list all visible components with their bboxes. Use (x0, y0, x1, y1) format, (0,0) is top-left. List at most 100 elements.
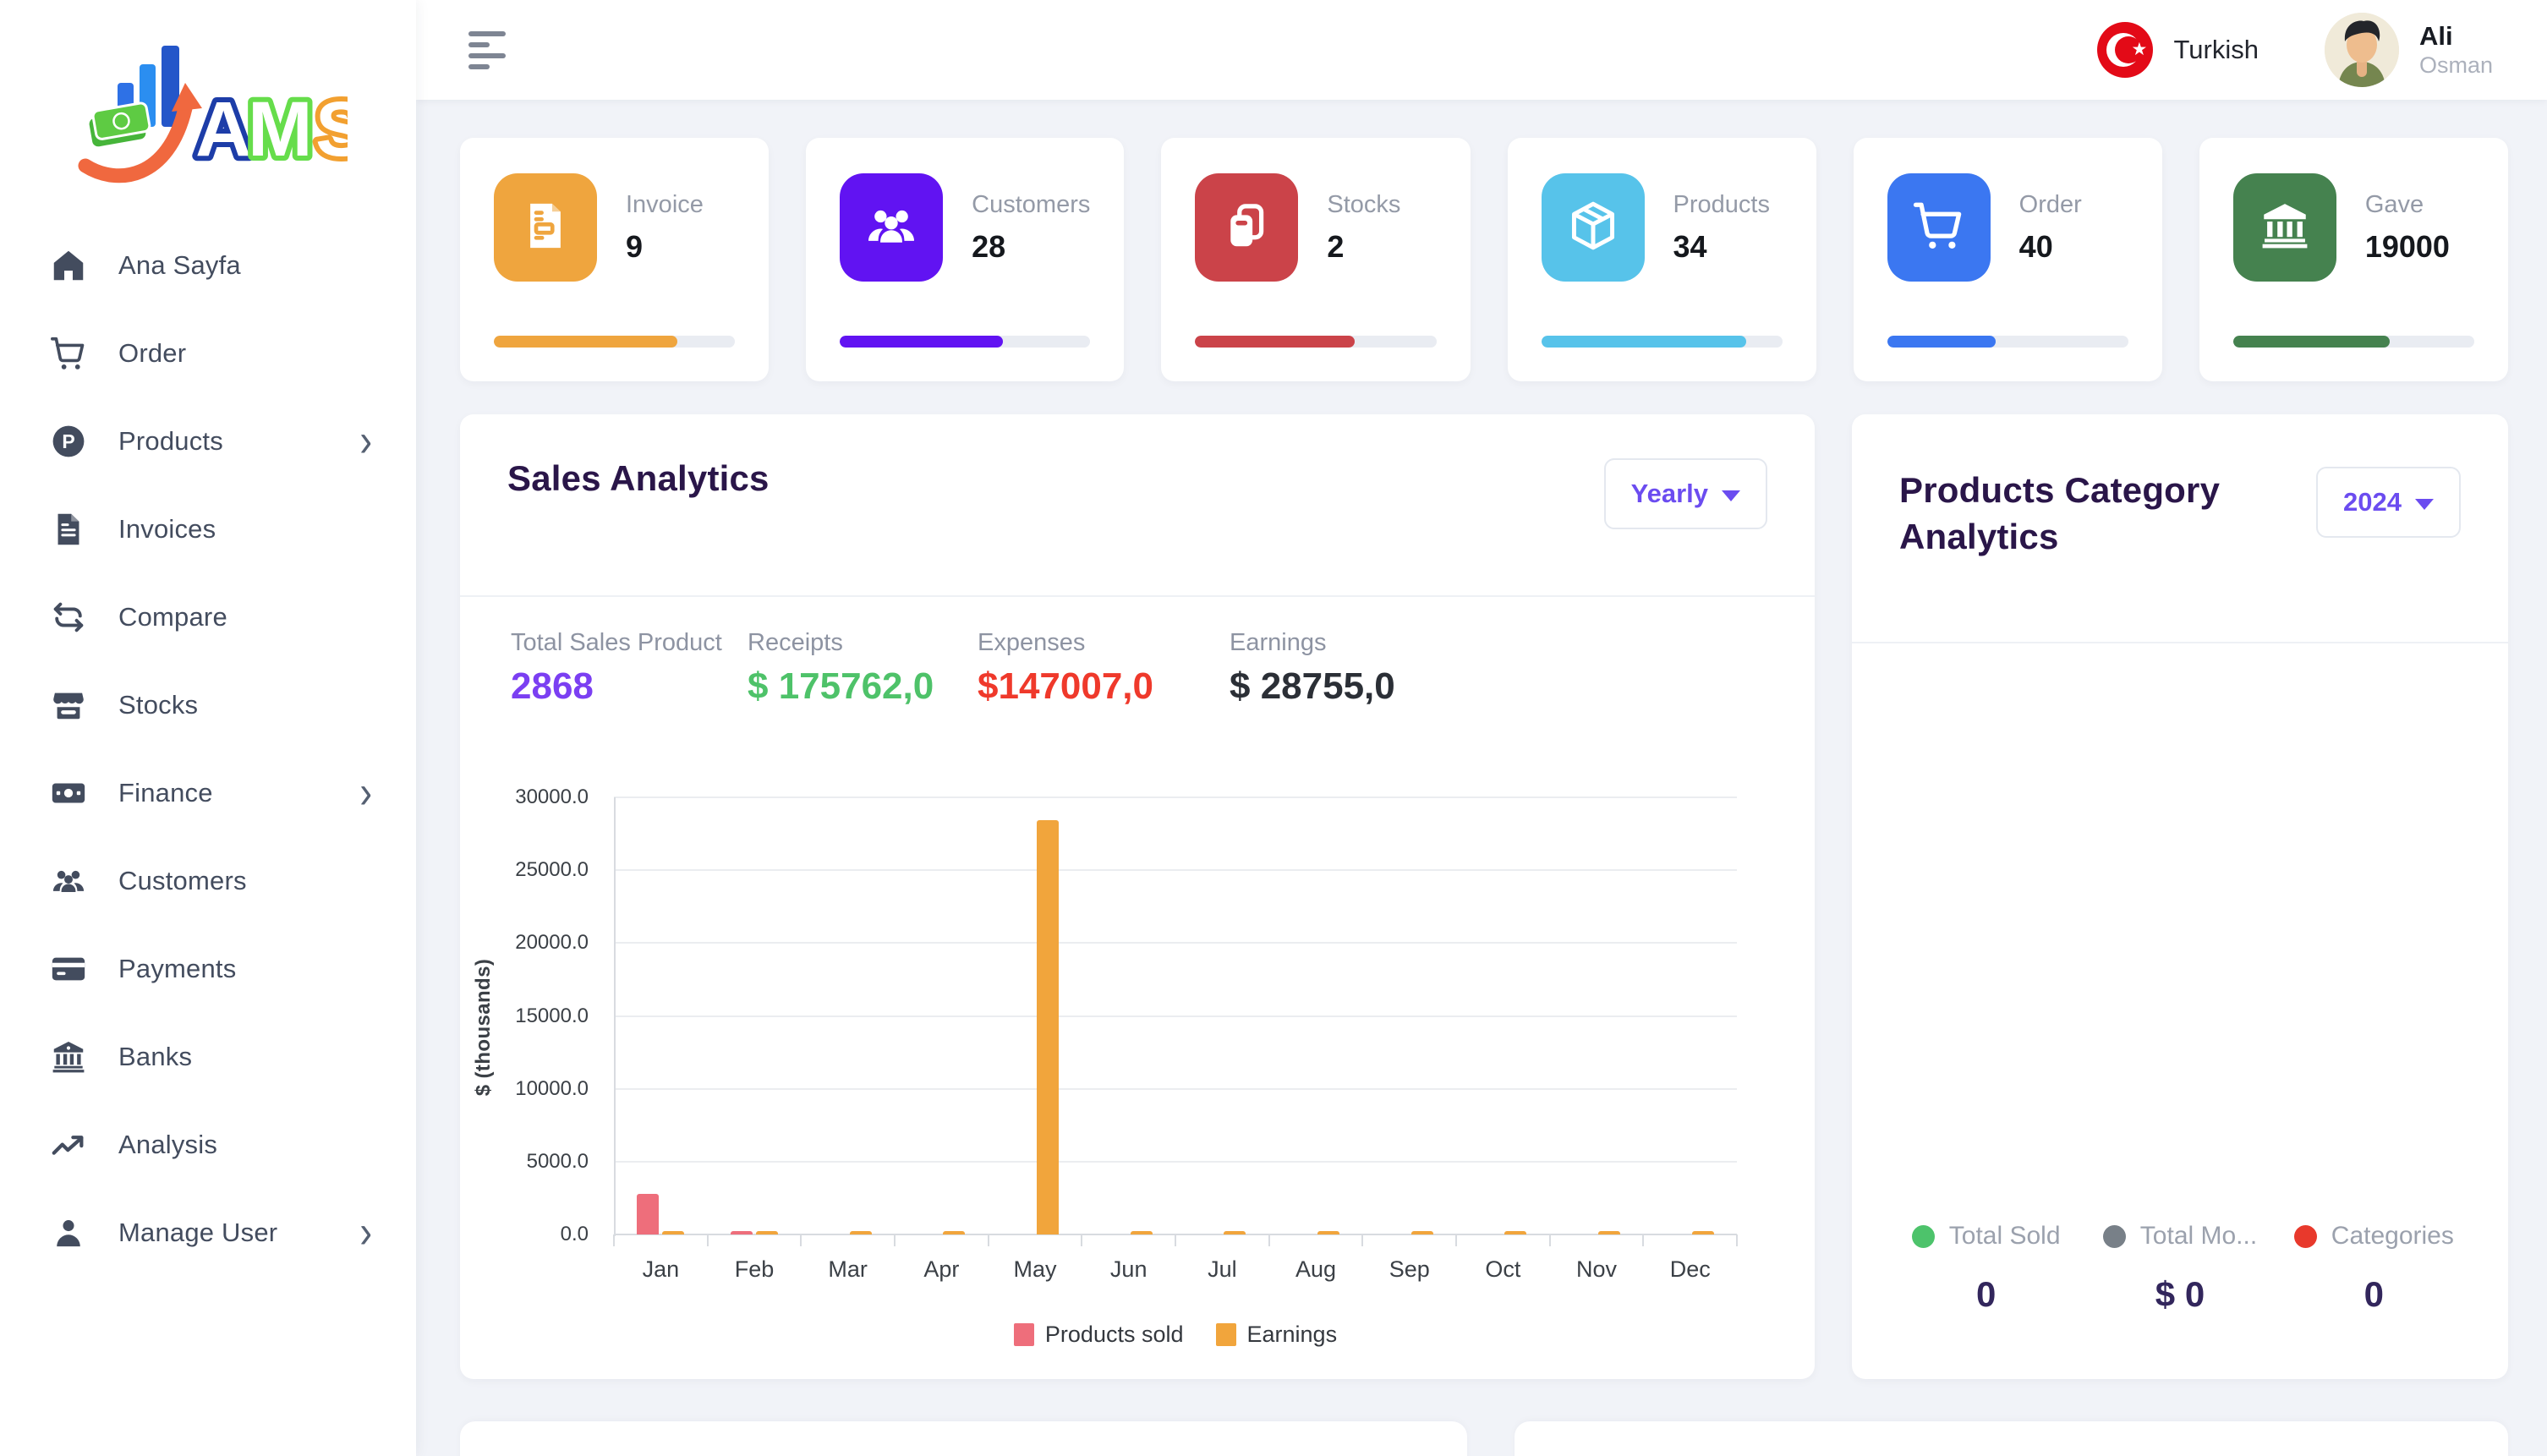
x-tick-label: Feb (734, 1256, 775, 1282)
sidebar-item-ana-sayfa[interactable]: Ana Sayfa (0, 222, 416, 309)
box-icon (1565, 198, 1621, 258)
stat-tile (1541, 173, 1645, 282)
bar-earnings-sep (1410, 1231, 1433, 1234)
sidebar-item-finance[interactable]: Finance › (0, 749, 416, 837)
app-logo[interactable]: A M S (0, 0, 416, 200)
sales-stat-receipts: Receipts $ 175762,0 (748, 629, 934, 707)
bar-earnings-mar (849, 1231, 872, 1234)
category-analytics-card: Products Category Analytics 2024 Total S… (1852, 414, 2508, 1379)
chart-legend: Products sold Earnings (614, 1322, 1737, 1348)
sidebar-item-order[interactable]: Order (0, 309, 416, 397)
sales-summary-stats: Total Sales Product 2868 Receipts $ 1757… (460, 597, 1815, 708)
sales-bar-chart: $ (thousands) 0.0 5000.0 10000.0 15000.0 200… (460, 785, 1815, 1348)
chevron-right-icon: › (359, 766, 372, 818)
x-tick-label: Apr (923, 1256, 960, 1282)
stat-card-row: Invoice 9 Customers 28 Stocks (460, 138, 2508, 381)
legend-item-products-sold: Products sold (1013, 1322, 1184, 1348)
legend-dot-icon (2102, 1224, 2126, 1248)
customers-icon (49, 862, 88, 900)
sidebar-item-invoices[interactable]: Invoices (0, 485, 416, 573)
bar-earnings-may (1037, 819, 1059, 1234)
svg-text:S: S (315, 86, 348, 172)
stat-tile (2232, 173, 2336, 282)
chevron-down-icon (1722, 490, 1740, 501)
sidebar-item-customers[interactable]: Customers (0, 837, 416, 925)
x-tick-label: May (1013, 1256, 1057, 1282)
main-area: ★ Turkish Ali (416, 0, 2547, 1456)
bar-earnings-jun (1130, 1231, 1153, 1234)
sidebar-item-products[interactable]: P Products › (0, 397, 416, 485)
stat-card-products: Products 34 (1507, 138, 1816, 381)
payments-icon (49, 950, 88, 988)
bottom-card-right (1515, 1421, 2508, 1456)
bar-earnings-feb (756, 1231, 778, 1234)
invoice-icon (49, 510, 88, 549)
stat-progress-bar (494, 336, 736, 348)
sidebar-item-stocks[interactable]: Stocks (0, 661, 416, 749)
sidebar-item-label: Banks (118, 1042, 193, 1071)
category-legend-categories: Categories 0 (2277, 1222, 2471, 1315)
sidebar-item-manage-user[interactable]: Manage User › (0, 1189, 416, 1277)
topbar: ★ Turkish Ali (416, 0, 2547, 100)
stat-value: 19000 (2364, 228, 2450, 264)
category-legend: Total Sold 0 Total Mo... $ 0 Categories … (1852, 1222, 2508, 1379)
menu-toggle-icon[interactable] (468, 30, 506, 69)
sidebar-item-label: Payments (118, 954, 237, 983)
sales-period-dropdown[interactable]: Yearly (1603, 458, 1767, 529)
svg-text:M: M (248, 86, 313, 172)
bank-icon (49, 1037, 88, 1076)
user-last-name: Osman (2418, 52, 2493, 79)
sidebar-item-label: Order (118, 338, 187, 368)
stat-value: 34 (1673, 228, 1707, 264)
stat-value: 40 (2018, 228, 2053, 264)
language-switcher[interactable]: ★ Turkish (2097, 22, 2259, 78)
legend-swatch-icon (1013, 1323, 1034, 1346)
users-group-icon (863, 198, 919, 258)
compare-icon (49, 598, 88, 637)
chart-x-ticks: Jan Feb Mar Apr May Jun Jul Aug Sep Oct Nov Dec (614, 1256, 1737, 1283)
stat-card-invoice: Invoice 9 (460, 138, 770, 381)
stat-tile (840, 173, 944, 282)
sales-stat-total-sales-product: Total Sales Product 2868 (511, 629, 722, 707)
divider (460, 595, 1815, 597)
svg-text:A: A (195, 86, 251, 172)
cart-icon (49, 334, 88, 373)
divider (1852, 641, 2508, 643)
bar-earnings-nov (1598, 1231, 1620, 1234)
legend-item-earnings: Earnings (1215, 1322, 1337, 1348)
sidebar-item-label: Finance (118, 778, 213, 807)
sidebar-item-payments[interactable]: Payments (0, 925, 416, 1013)
x-tick-label: Jan (642, 1256, 680, 1282)
stat-label: Order (2018, 190, 2082, 218)
bar-earnings-aug (1317, 1231, 1339, 1234)
sidebar-item-compare[interactable]: Compare (0, 573, 416, 661)
x-tick-label: Jul (1208, 1256, 1237, 1282)
sidebar-item-analysis[interactable]: Analysis (0, 1101, 416, 1189)
bar-earnings-dec (1691, 1231, 1714, 1234)
stat-progress-bar (1887, 336, 2128, 348)
chevron-right-icon: › (359, 414, 372, 467)
user-menu[interactable]: Ali Osman (2324, 13, 2493, 87)
sidebar-item-label: Customers (118, 866, 247, 895)
bottom-card-row (460, 1421, 2508, 1456)
sidebar-item-label: Manage User (118, 1218, 278, 1247)
stat-label: Gave (2364, 190, 2424, 218)
legend-swatch-icon (1215, 1323, 1236, 1346)
category-chart-empty-area (1852, 643, 2508, 1222)
stat-progress-bar (2232, 336, 2474, 348)
x-tick-label: Oct (1485, 1256, 1521, 1282)
category-year-dropdown[interactable]: 2024 (2316, 467, 2461, 538)
stat-value: 9 (626, 228, 644, 264)
stat-label: Customers (972, 190, 1091, 218)
x-tick-label: Nov (1576, 1256, 1618, 1282)
x-tick-label: Mar (828, 1256, 868, 1282)
legend-dot-icon (1911, 1224, 1935, 1248)
sidebar-item-banks[interactable]: Banks (0, 1013, 416, 1101)
stat-value: 2 (1327, 228, 1345, 264)
stat-card-stocks: Stocks 2 (1161, 138, 1471, 381)
avatar (2324, 13, 2399, 87)
bar-products-sold-jan (637, 1193, 660, 1234)
x-tick-label: Jun (1109, 1256, 1148, 1282)
sales-analytics-card: Sales Analytics Yearly Total Sales Produ… (460, 414, 1815, 1379)
